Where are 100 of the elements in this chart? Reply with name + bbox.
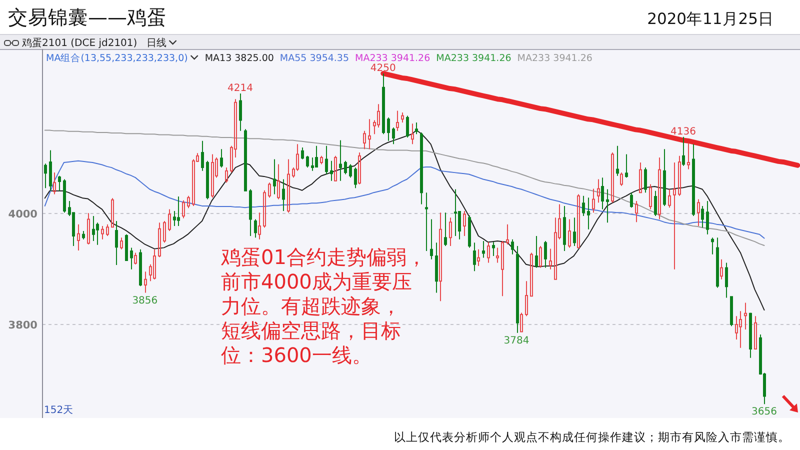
text: 以上仅代表分析师个人观点不构成任何操作建议；期市有风险入市需谨慎。 bbox=[394, 430, 790, 444]
candlestick bbox=[130, 247, 133, 270]
candlestick bbox=[396, 110, 399, 132]
candlestick bbox=[201, 140, 204, 172]
candlestick bbox=[716, 237, 719, 288]
text: 3856 bbox=[132, 295, 158, 306]
candlestick bbox=[401, 112, 404, 123]
candlestick bbox=[573, 217, 576, 247]
candlestick bbox=[692, 144, 695, 216]
candlestick bbox=[120, 237, 123, 250]
candlestick bbox=[411, 123, 414, 145]
candlestick bbox=[620, 172, 623, 186]
candlestick bbox=[520, 312, 523, 332]
candlestick bbox=[268, 182, 271, 198]
text: 鸡蛋2101 (DCE jd2101) bbox=[21, 37, 138, 49]
candlestick bbox=[516, 246, 519, 334]
candlestick bbox=[673, 162, 676, 270]
candlestick bbox=[53, 172, 56, 195]
candlestick bbox=[106, 224, 109, 237]
text: 3784 bbox=[504, 335, 530, 346]
candlestick bbox=[668, 188, 671, 208]
candlestick bbox=[82, 230, 85, 240]
candlestick bbox=[58, 175, 61, 192]
candlestick bbox=[625, 154, 628, 178]
candlestick bbox=[725, 262, 728, 298]
candlestick bbox=[439, 212, 442, 302]
candlestick bbox=[487, 242, 490, 264]
candlestick bbox=[287, 158, 290, 214]
candlestick bbox=[525, 280, 528, 317]
candlestick bbox=[663, 148, 666, 206]
candlestick bbox=[720, 258, 723, 280]
candlestick bbox=[254, 218, 257, 238]
candlestick bbox=[306, 155, 309, 168]
legend: MA13 3825.00 MA55 3954.35 MA233 3941.26 MA233 3941.26 MA233 3941.26 bbox=[204, 53, 592, 64]
candlestick bbox=[134, 252, 137, 265]
candlestick bbox=[220, 148, 223, 168]
candlestick bbox=[687, 142, 690, 170]
text: 日线 bbox=[146, 37, 166, 49]
candlestick bbox=[239, 93, 242, 132]
candlestick bbox=[511, 238, 514, 255]
candlestick bbox=[606, 188, 609, 224]
candlestick bbox=[496, 247, 499, 264]
candlestick bbox=[49, 150, 52, 192]
candlestick bbox=[711, 237, 714, 255]
candlestick bbox=[644, 167, 647, 194]
candlestick bbox=[616, 145, 619, 176]
candlestick bbox=[535, 236, 538, 268]
candlestick bbox=[492, 242, 495, 257]
candlestick bbox=[344, 160, 347, 175]
candlestick bbox=[506, 224, 509, 245]
candlestick bbox=[749, 312, 752, 358]
candlestick bbox=[182, 200, 185, 219]
candlestick bbox=[382, 72, 385, 135]
candlestick bbox=[587, 197, 590, 230]
candlestick bbox=[415, 122, 418, 135]
candlestick bbox=[611, 152, 614, 204]
candlestick bbox=[211, 154, 214, 198]
chart-title: 交易锦囊——鸡蛋 bbox=[8, 6, 167, 29]
candlestick bbox=[325, 145, 328, 175]
candlestick bbox=[682, 136, 685, 166]
annotation: 鸡蛋01合约走势偏弱，前市4000成为重要压力位。有超跌迹象，短线偏空思路，目标位：3600一线。 bbox=[220, 245, 426, 367]
candlestick bbox=[349, 164, 352, 178]
candlestick bbox=[392, 126, 395, 145]
candlestick bbox=[482, 240, 485, 258]
candlestick bbox=[354, 167, 357, 189]
candlestick bbox=[334, 155, 337, 182]
candlestick bbox=[739, 310, 742, 348]
candlestick bbox=[425, 192, 428, 252]
candlestick bbox=[225, 167, 228, 184]
candlestick bbox=[435, 242, 438, 294]
candlestick bbox=[744, 302, 747, 330]
chart-subtitle: 2020年11月25日 bbox=[647, 10, 774, 28]
candlestick bbox=[697, 198, 700, 226]
candlestick bbox=[454, 188, 457, 237]
candlestick bbox=[168, 208, 171, 232]
candlestick bbox=[273, 158, 276, 195]
candlestick bbox=[549, 248, 552, 270]
candlestick bbox=[420, 132, 423, 205]
y-tick-label: 4000 bbox=[8, 208, 38, 220]
candlestick bbox=[339, 140, 342, 182]
line-series bbox=[44, 160, 765, 239]
candlestick bbox=[635, 200, 638, 223]
candlestick bbox=[701, 205, 704, 228]
candlestick bbox=[77, 224, 80, 251]
candlestick bbox=[706, 200, 709, 235]
candlestick bbox=[177, 196, 180, 226]
candlestick bbox=[477, 248, 480, 267]
candlestick bbox=[649, 184, 652, 210]
annotation: 152天 bbox=[44, 405, 74, 416]
candlestick bbox=[330, 160, 333, 182]
annotation: MA组合(13,55,233,233,233,0) bbox=[46, 52, 188, 64]
candlestick bbox=[530, 252, 533, 297]
candlestick bbox=[320, 155, 323, 165]
text: 4214 bbox=[227, 83, 253, 94]
candlestick bbox=[473, 242, 476, 272]
candlestick bbox=[301, 147, 304, 160]
candlestick bbox=[363, 130, 366, 150]
candlestick bbox=[258, 212, 261, 240]
candlestick bbox=[449, 217, 452, 247]
y-tick-label: 3800 bbox=[8, 319, 38, 332]
